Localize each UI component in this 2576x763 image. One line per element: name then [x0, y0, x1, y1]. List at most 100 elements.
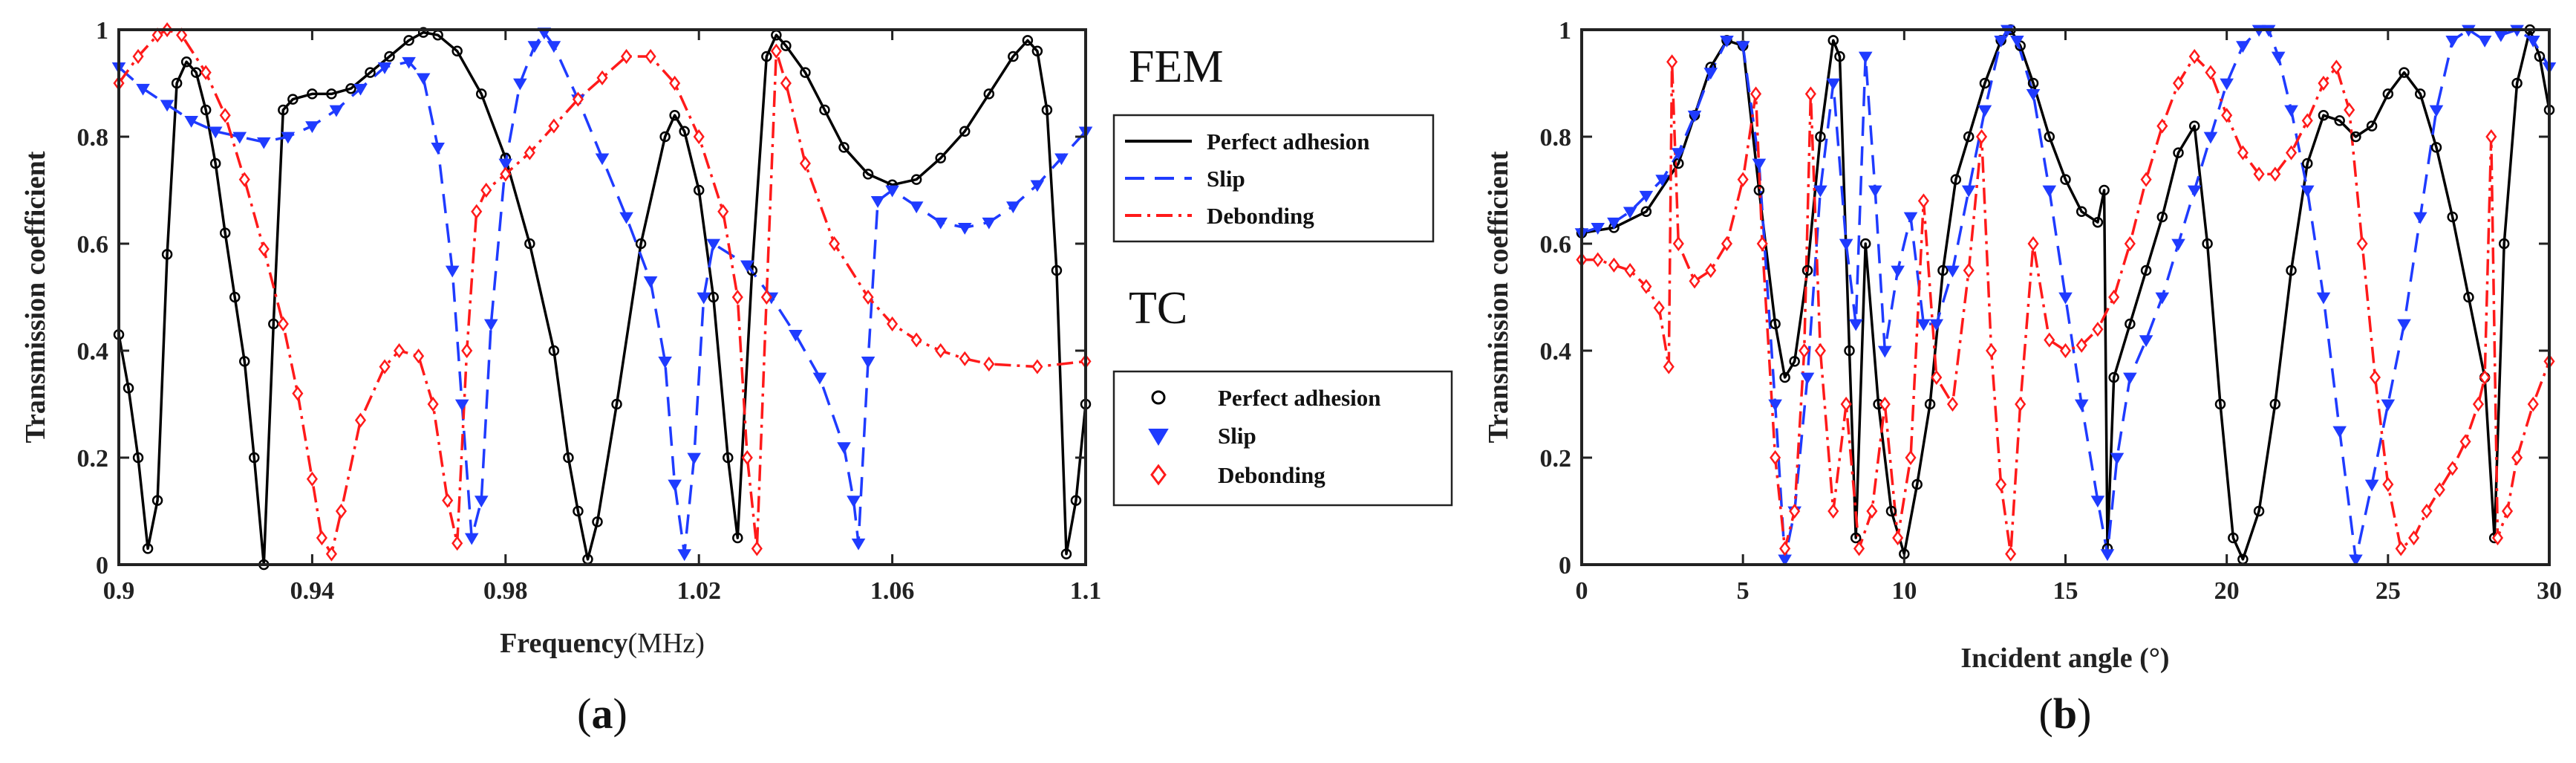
data-point-slip-a — [431, 143, 445, 155]
data-point-debonding-a — [959, 351, 971, 366]
data-point-perfect-adhesion-a — [838, 142, 850, 153]
x-tick-label-a: 0.98 — [483, 577, 528, 605]
data-point-perfect-adhesion-b — [2099, 184, 2110, 196]
x-tick-label-b: 0 — [1576, 577, 1588, 605]
data-point-debonding-b — [1756, 236, 1768, 252]
data-point-slip-b — [2187, 185, 2202, 198]
data-point-perfect-adhesion-a — [761, 51, 772, 62]
data-point-slip-a — [232, 132, 247, 144]
data-point-slip-a — [1030, 180, 1045, 192]
data-point-debonding-a — [828, 236, 841, 252]
data-point-debonding-b — [2059, 342, 2072, 359]
fem-title: FEM — [1129, 42, 1223, 92]
data-point-debonding-a — [596, 70, 608, 85]
data-point-slip-a — [687, 452, 702, 465]
data-point-debonding-b — [1770, 449, 1781, 466]
data-point-debonding-a — [132, 48, 144, 65]
tc-title: TC — [1129, 283, 1187, 334]
data-point-slip-b — [2123, 372, 2137, 385]
data-point-debonding-b — [2472, 396, 2485, 412]
y-tick-label-b: 0.8 — [1540, 124, 1572, 152]
data-point-slip-b — [2429, 105, 2444, 117]
y-tick-label-a: 1 — [96, 17, 108, 45]
data-point-slip-a — [513, 78, 527, 91]
data-point-slip-a — [982, 217, 997, 230]
data-point-perfect-adhesion-a — [669, 109, 680, 121]
data-point-debonding-b — [1976, 129, 1988, 145]
data-point-perfect-adhesion-a — [679, 126, 690, 137]
data-point-perfect-adhesion-b — [2076, 206, 2087, 218]
data-point-slip-b — [2042, 185, 2057, 198]
data-point-debonding-a — [413, 348, 425, 364]
plot-frame-a — [117, 28, 1087, 566]
data-point-slip-b — [2477, 36, 2492, 48]
data-point-slip-a — [595, 153, 610, 166]
data-point-perfect-adhesion-b — [1770, 318, 1781, 330]
data-point-perfect-adhesion-a — [983, 88, 995, 100]
data-point-debonding-a — [200, 65, 212, 80]
data-point-perfect-adhesion-b — [1963, 131, 1975, 143]
data-point-perfect-adhesion-a — [161, 249, 173, 260]
data-point-debonding-b — [1640, 279, 1652, 294]
data-point-debonding-b — [1592, 252, 1604, 267]
y-tick-label-a: 0.2 — [77, 445, 109, 473]
data-point-debonding-b — [2124, 236, 2136, 252]
data-point-debonding-a — [379, 359, 391, 374]
series-line-perfect-adhesion-a — [117, 30, 1087, 566]
data-point-slip-b — [1946, 265, 1960, 278]
data-point-slip-a — [812, 372, 827, 385]
data-point-perfect-adhesion-b — [1827, 35, 1839, 46]
data-point-debonding-a — [258, 241, 270, 257]
data-point-debonding-a — [760, 289, 772, 305]
data-point-perfect-adhesion-b — [2366, 120, 2378, 132]
data-point-slip-b — [2271, 51, 2286, 64]
data-point-slip-a — [208, 126, 223, 139]
data-point-slip-b — [1848, 319, 1863, 331]
data-point-perfect-adhesion-b — [2060, 174, 2071, 185]
data-point-perfect-adhesion-b — [2463, 291, 2474, 303]
data-point-debonding-b — [2092, 322, 2104, 337]
data-point-perfect-adhesion-b — [2173, 147, 2184, 158]
data-point-debonding-b — [1666, 54, 1678, 70]
data-point-debonding-a — [717, 204, 729, 219]
data-point-debonding-b — [1905, 449, 1917, 466]
y-tick-label-a: 0.8 — [77, 124, 109, 152]
data-point-perfect-adhesion-b — [2202, 238, 2213, 250]
y-tick-label-a: 0.6 — [77, 231, 109, 259]
data-point-perfect-adhesion-b — [2399, 67, 2410, 78]
x-tick-label-b: 25 — [2376, 577, 2401, 605]
data-point-slip-a — [851, 538, 866, 551]
legend-tc-label-perfect: Perfect adhesion — [1218, 385, 1381, 411]
data-point-debonding-b — [1827, 503, 1839, 519]
data-point-debonding-b — [2044, 332, 2055, 348]
data-point-perfect-adhesion-a — [278, 104, 289, 116]
data-point-perfect-adhesion-a — [573, 505, 584, 517]
data-point-debonding-a — [442, 493, 454, 508]
data-point-debonding-a — [500, 166, 512, 182]
data-point-perfect-adhesion-b — [2382, 88, 2394, 100]
y-tick-label-a: 0.4 — [77, 338, 109, 366]
data-point-debonding-b — [2421, 503, 2433, 519]
data-point-slip-b — [2364, 479, 2379, 492]
data-point-debonding-b — [1917, 193, 1929, 209]
y-tick-label-b: 0 — [1559, 552, 1571, 579]
data-point-slip-b — [1607, 217, 1621, 230]
data-point-slip-b — [2171, 238, 2185, 251]
data-point-slip-a — [861, 357, 875, 368]
data-point-debonding-a — [1031, 359, 1043, 374]
legend-fem: Perfect adhesion Slip Debonding — [1112, 114, 1435, 243]
y-tick-label-a: 0 — [96, 552, 108, 579]
data-point-perfect-adhesion-b — [1815, 131, 1826, 143]
data-point-perfect-adhesion-a — [1041, 104, 1053, 116]
x-tick-label-b: 30 — [2537, 577, 2562, 605]
data-point-perfect-adhesion-a — [1060, 548, 1072, 559]
data-point-debonding-a — [862, 289, 874, 305]
data-point-debonding-b — [2253, 166, 2265, 182]
data-point-perfect-adhesion-a — [935, 152, 946, 164]
data-point-perfect-adhesion-b — [2027, 77, 2039, 89]
data-point-perfect-adhesion-a — [151, 495, 163, 506]
data-point-debonding-b — [1866, 503, 1878, 519]
data-point-perfect-adhesion-a — [345, 82, 356, 94]
y-axis-title-a: Transmission coefficient — [20, 151, 51, 443]
data-point-perfect-adhesion-a — [229, 291, 241, 303]
